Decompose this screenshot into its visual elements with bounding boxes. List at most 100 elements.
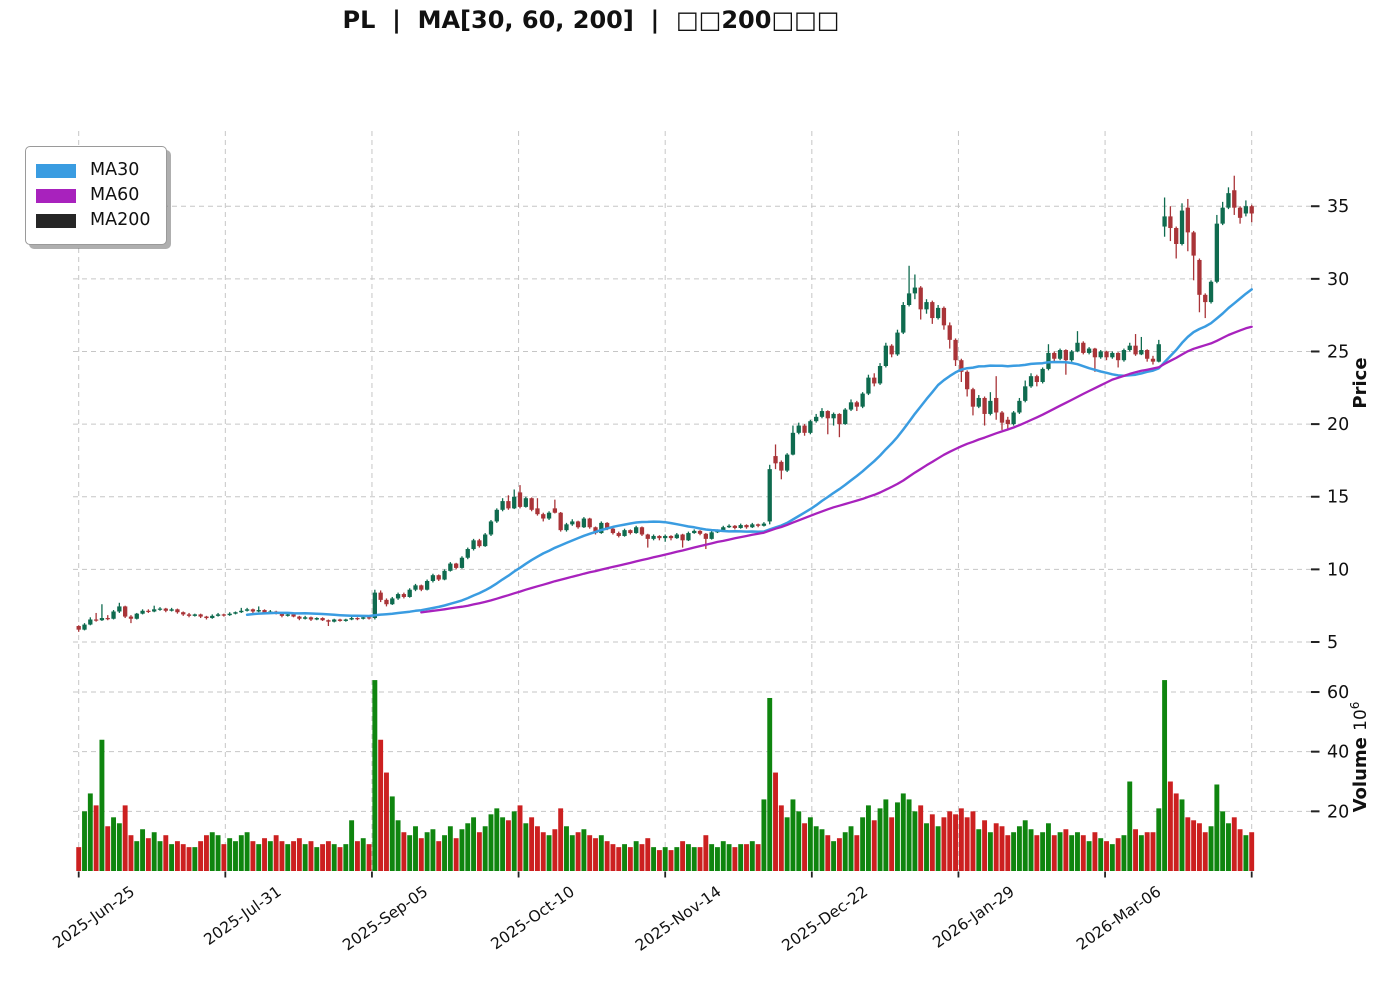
candle-down [639, 527, 645, 535]
candle-down [378, 592, 383, 600]
volume-bar [616, 847, 622, 871]
candle-down [326, 620, 331, 622]
volume-bar [1162, 680, 1168, 871]
candle-up [843, 409, 848, 425]
volume-bar [1185, 817, 1191, 871]
candle-down [279, 613, 285, 616]
candle-down [703, 533, 708, 539]
candle-down [128, 616, 134, 619]
candle-up [1220, 207, 1225, 224]
volume-bar [285, 844, 291, 871]
candle-up [512, 496, 517, 509]
volume-bar [987, 832, 993, 871]
volume-bar [523, 823, 529, 871]
volume-bar [802, 823, 808, 871]
candle-down [181, 612, 186, 615]
candle-down [953, 339, 958, 361]
volume-bar [1104, 841, 1109, 871]
candle-up [860, 393, 865, 407]
candle-up [332, 619, 337, 622]
candle-down [1249, 206, 1254, 214]
candle-up [99, 618, 105, 621]
volume-bar [360, 838, 366, 871]
candle-down [657, 535, 662, 539]
candle-down [535, 508, 540, 515]
candle-up [285, 614, 290, 616]
volume-bar [157, 841, 163, 871]
volume-bar [1196, 823, 1202, 871]
volume-bar [1226, 823, 1231, 871]
candle-down [1115, 352, 1121, 361]
candle-down [802, 425, 807, 433]
candle-down [123, 606, 128, 617]
volume-tick-label: 40 [1327, 743, 1349, 763]
volume-bar [1046, 823, 1051, 871]
volume-bar [761, 799, 767, 871]
volume-bar [1220, 811, 1226, 871]
volume-bar [1208, 826, 1214, 871]
candle-up [448, 563, 453, 571]
volume-bar [76, 847, 82, 871]
candle-down [1174, 228, 1179, 244]
volume-bar [993, 823, 999, 871]
candle-up [750, 524, 755, 528]
volume-bar [871, 820, 877, 871]
volume-bar [111, 817, 116, 871]
candle-down [76, 626, 81, 630]
candle-down [1052, 352, 1057, 359]
volume-bar [453, 838, 459, 871]
volume-bar [372, 680, 378, 871]
volume-bar [715, 847, 720, 871]
candle-down [930, 302, 935, 319]
volume-bar [865, 805, 871, 871]
candle-up [761, 523, 767, 526]
ma200-swatch-icon [36, 213, 76, 228]
candle-up [796, 425, 801, 433]
candle-up [256, 610, 261, 612]
candle-down [994, 397, 999, 413]
volume-bar [1063, 829, 1069, 871]
candle-down [947, 325, 952, 340]
legend-label: MA30 [90, 160, 140, 180]
volume-bar [227, 838, 233, 871]
legend-label: MA200 [90, 210, 151, 230]
volume-tick-label: 60 [1327, 683, 1349, 703]
candle-down [105, 618, 110, 620]
candle-down [1191, 232, 1196, 256]
candle-down [541, 514, 546, 519]
volume-bar [459, 829, 465, 871]
price-tick-label: 25 [1327, 342, 1349, 362]
ma60-line [420, 325, 1253, 614]
candle-down [436, 575, 441, 580]
volume-bar [186, 847, 192, 871]
volume-bar [552, 829, 558, 871]
candle-up [1098, 351, 1103, 358]
volume-bar [93, 805, 99, 871]
candle-up [483, 534, 488, 547]
candle-up [233, 612, 238, 614]
volume-bar [511, 811, 517, 871]
volume-bar [389, 796, 395, 871]
volume-bar [122, 805, 128, 871]
candle-down [1237, 207, 1243, 218]
candle-up [210, 615, 215, 619]
candle-down [337, 619, 343, 621]
candle-up [1075, 342, 1080, 352]
volume-bar [105, 826, 111, 871]
volume-bar [209, 832, 215, 871]
candle-up [709, 532, 714, 539]
candle-up [523, 498, 528, 507]
volume-bar [99, 739, 105, 871]
candle-up [906, 293, 912, 305]
candle-up [814, 416, 819, 422]
candle-down [616, 533, 621, 536]
volume-bar [1022, 820, 1028, 871]
candle-up [924, 302, 929, 310]
volume-bar [627, 847, 633, 871]
volume-bar [877, 808, 883, 871]
volume-bar [291, 841, 297, 871]
candle-down [744, 525, 749, 528]
price-tick-label: 35 [1327, 197, 1349, 217]
